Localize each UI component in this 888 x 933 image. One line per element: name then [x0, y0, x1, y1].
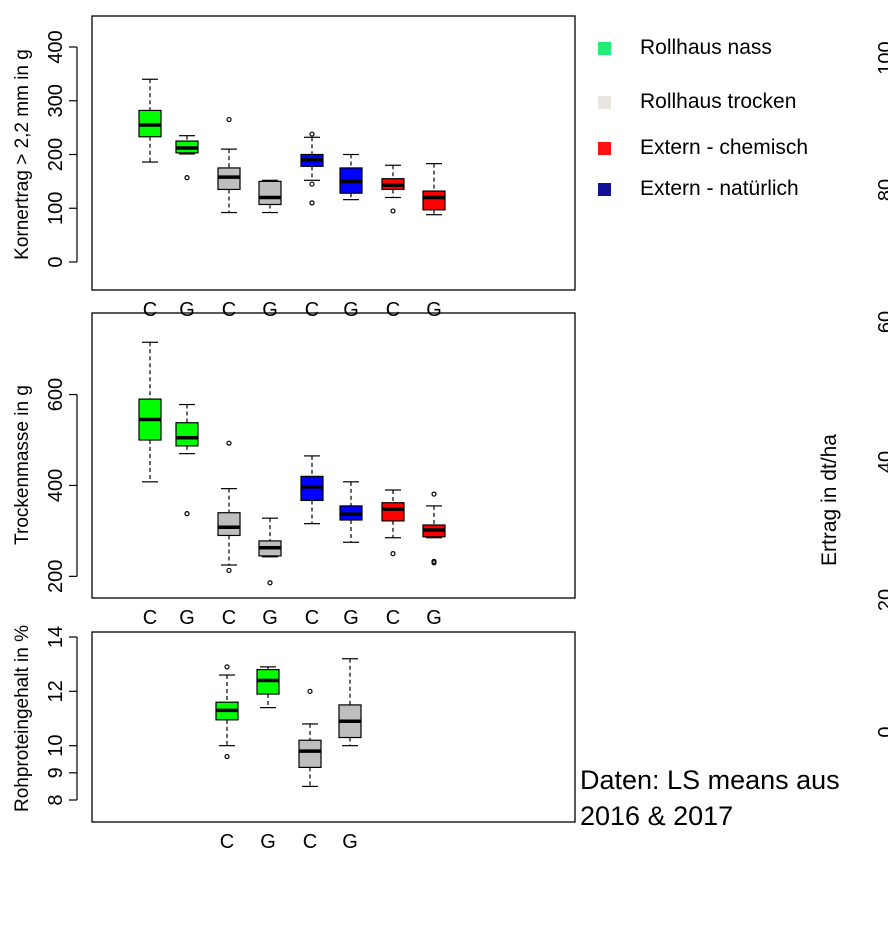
outlier-point — [391, 552, 395, 556]
x-tick-label: G — [426, 299, 442, 321]
y-tick-label: 100 — [45, 192, 67, 225]
data-note-line2: 2016 & 2017 — [580, 798, 840, 834]
outlier-point — [268, 581, 272, 585]
y-tick-label: 12 — [45, 680, 67, 702]
y-tick-label: 0 — [45, 256, 67, 267]
y-tick-label: 8 — [45, 794, 67, 805]
legend-label: Rollhaus nass — [640, 36, 772, 60]
legend-swatch — [598, 183, 611, 196]
y-tick-label: 200 — [45, 138, 67, 171]
x-tick-label: G — [343, 299, 359, 321]
x-tick-label: C — [386, 607, 400, 629]
legend-label: Rollhaus trocken — [640, 90, 796, 114]
right-panel-ylabel-text: Ertrag in dt/ha — [818, 434, 842, 566]
data-note: Daten: LS means aus 2016 & 2017 — [580, 762, 840, 834]
x-tick-label: G — [262, 299, 278, 321]
x-tick-label: G — [262, 607, 278, 629]
outlier-point — [310, 201, 314, 205]
legend-label: Extern - chemisch — [640, 136, 808, 160]
y-tick-label: 10 — [45, 735, 67, 757]
outlier-point — [227, 568, 231, 572]
legend-label: Extern - natürlich — [640, 177, 799, 201]
x-tick-label: G — [342, 831, 358, 853]
legend-swatch — [598, 42, 611, 55]
x-tick-label: G — [260, 831, 276, 853]
x-tick-label: C — [220, 831, 234, 853]
outlier-point — [225, 665, 229, 669]
y-axis-label-3: Rohproteingehalt in % — [12, 625, 33, 812]
x-tick-label: C — [143, 299, 157, 321]
box-g — [176, 423, 198, 446]
right-axis-tick-label: 20 — [875, 589, 888, 611]
outlier-point — [225, 755, 229, 759]
y-tick-label: 14 — [45, 626, 67, 648]
legend-swatch — [598, 142, 611, 155]
y-tick-label: 400 — [45, 30, 67, 63]
y-tick-label: 600 — [45, 378, 67, 411]
outlier-point — [432, 492, 436, 496]
outlier-point — [227, 118, 231, 122]
outlier-point — [310, 182, 314, 186]
right-axis-tick-label: 40 — [875, 451, 888, 473]
outlier-point — [185, 176, 189, 180]
x-tick-label: C — [222, 299, 236, 321]
x-tick-label: C — [143, 607, 157, 629]
x-tick-label: C — [305, 299, 319, 321]
outlier-point — [308, 689, 312, 693]
outlier-point — [310, 132, 314, 136]
x-tick-label: C — [305, 607, 319, 629]
y-axis-label-2: Trockenmasse in g — [12, 385, 33, 545]
y-axis-label-1: Kornertrag > 2,2 mm in g — [12, 49, 33, 260]
right-axis-tick-label: 0 — [875, 726, 888, 737]
plot-frame-2 — [92, 313, 575, 598]
plot-frame-3 — [92, 632, 575, 822]
x-tick-label: C — [303, 831, 317, 853]
outlier-point — [185, 512, 189, 516]
y-tick-label: 300 — [45, 84, 67, 117]
right-axis-tick-label: 60 — [875, 311, 888, 333]
y-tick-label: 400 — [45, 469, 67, 502]
legend-swatch — [598, 96, 611, 109]
right-axis-tick-label: 80 — [875, 179, 888, 201]
x-tick-label: G — [179, 299, 195, 321]
box-c — [218, 513, 240, 536]
y-tick-label: 9 — [45, 767, 67, 778]
outlier-point — [227, 441, 231, 445]
plot-frame-1 — [92, 16, 575, 290]
x-tick-label: G — [426, 607, 442, 629]
x-tick-label: G — [179, 607, 195, 629]
right-axis-tick-label: 100 — [875, 41, 888, 74]
x-tick-label: G — [343, 607, 359, 629]
box-g — [259, 181, 281, 204]
data-note-line1: Daten: LS means aus — [580, 762, 840, 798]
outlier-point — [391, 209, 395, 213]
box-c — [299, 740, 321, 767]
y-tick-label: 200 — [45, 560, 67, 593]
box-g — [423, 191, 445, 210]
box-c — [382, 503, 404, 521]
x-tick-label: C — [222, 607, 236, 629]
x-tick-label: C — [386, 299, 400, 321]
